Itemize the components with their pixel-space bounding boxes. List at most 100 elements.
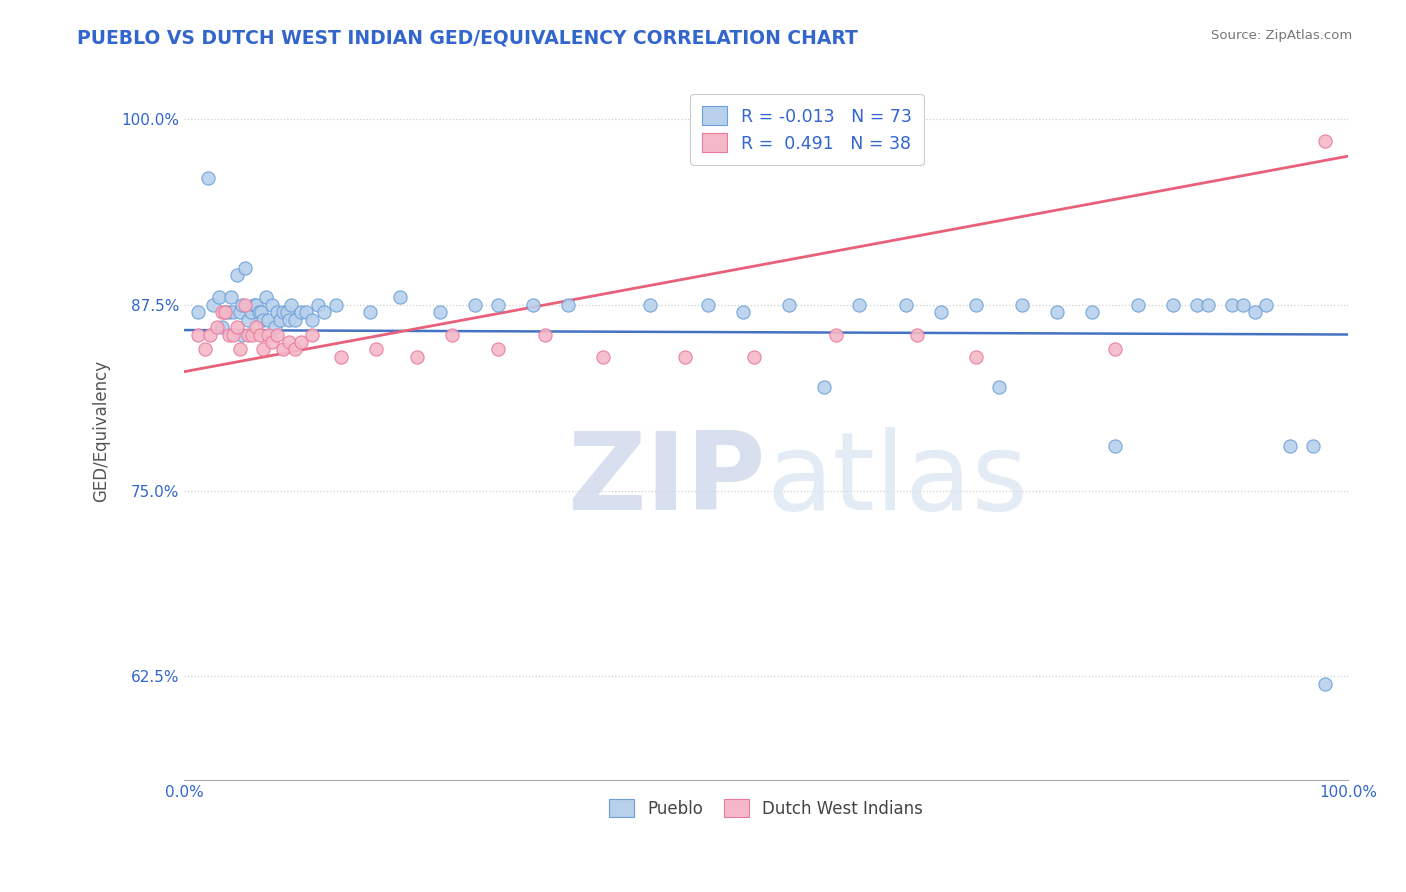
Point	[284, 312, 307, 326]
Text: PUEBLO VS DUTCH WEST INDIAN GED/EQUIVALENCY CORRELATION CHART: PUEBLO VS DUTCH WEST INDIAN GED/EQUIVALE…	[77, 29, 858, 47]
Point	[534, 327, 557, 342]
Point	[250, 305, 273, 319]
Point	[276, 305, 298, 319]
Point	[218, 327, 240, 342]
Point	[222, 305, 245, 319]
Point	[1163, 298, 1185, 312]
Point	[260, 298, 283, 312]
Point	[1278, 439, 1301, 453]
Point	[325, 298, 347, 312]
Text: ZIP: ZIP	[568, 427, 766, 533]
Point	[205, 320, 228, 334]
Point	[1302, 439, 1324, 453]
Point	[464, 298, 486, 312]
Point	[488, 343, 510, 357]
Point	[360, 305, 382, 319]
Point	[1256, 298, 1278, 312]
Point	[388, 290, 411, 304]
Point	[231, 327, 253, 342]
Point	[894, 298, 917, 312]
Point	[233, 260, 256, 275]
Point	[257, 327, 280, 342]
Legend: Pueblo, Dutch West Indians: Pueblo, Dutch West Indians	[603, 792, 929, 824]
Point	[813, 379, 835, 393]
Point	[197, 171, 219, 186]
Point	[366, 343, 388, 357]
Point	[557, 298, 579, 312]
Point	[278, 334, 301, 349]
Point	[280, 298, 302, 312]
Point	[1313, 134, 1336, 148]
Point	[307, 298, 329, 312]
Point	[488, 298, 510, 312]
Point	[264, 320, 287, 334]
Point	[194, 343, 217, 357]
Point	[202, 298, 225, 312]
Point	[243, 298, 266, 312]
Point	[252, 312, 274, 326]
Point	[269, 312, 291, 326]
Point	[231, 298, 253, 312]
Point	[290, 334, 312, 349]
Point	[218, 305, 240, 319]
Point	[271, 343, 294, 357]
Point	[187, 327, 209, 342]
Point	[1011, 298, 1033, 312]
Text: Source: ZipAtlas.com: Source: ZipAtlas.com	[1212, 29, 1353, 42]
Point	[238, 312, 260, 326]
Point	[965, 298, 987, 312]
Point	[187, 305, 209, 319]
Point	[825, 327, 848, 342]
Point	[330, 350, 353, 364]
Point	[214, 305, 236, 319]
Y-axis label: GED/Equivalency: GED/Equivalency	[93, 360, 110, 502]
Point	[238, 327, 260, 342]
Point	[1313, 676, 1336, 690]
Point	[214, 305, 236, 319]
Point	[257, 312, 280, 326]
Point	[233, 298, 256, 312]
Point	[245, 298, 267, 312]
Point	[254, 290, 277, 304]
Point	[592, 350, 614, 364]
Point	[1232, 298, 1254, 312]
Point	[440, 327, 463, 342]
Point	[673, 350, 696, 364]
Point	[987, 379, 1010, 393]
Point	[266, 305, 288, 319]
Point	[1220, 298, 1243, 312]
Point	[240, 327, 263, 342]
Point	[1185, 298, 1208, 312]
Point	[744, 350, 766, 364]
Point	[249, 327, 271, 342]
Point	[295, 305, 318, 319]
Point	[229, 343, 252, 357]
Point	[229, 305, 252, 319]
Point	[312, 305, 335, 319]
Point	[1104, 439, 1126, 453]
Point	[1104, 343, 1126, 357]
Point	[638, 298, 661, 312]
Point	[429, 305, 451, 319]
Point	[731, 305, 754, 319]
Point	[522, 298, 544, 312]
Point	[1046, 305, 1069, 319]
Point	[284, 343, 307, 357]
Point	[848, 298, 870, 312]
Point	[929, 305, 952, 319]
Point	[1197, 298, 1219, 312]
Point	[219, 290, 242, 304]
Text: atlas: atlas	[766, 427, 1028, 533]
Point	[266, 327, 288, 342]
Point	[211, 305, 233, 319]
Point	[1243, 305, 1265, 319]
Point	[278, 312, 301, 326]
Point	[239, 305, 262, 319]
Point	[697, 298, 720, 312]
Point	[965, 350, 987, 364]
Point	[1128, 298, 1150, 312]
Point	[198, 327, 221, 342]
Point	[905, 327, 928, 342]
Point	[301, 327, 323, 342]
Point	[225, 268, 247, 282]
